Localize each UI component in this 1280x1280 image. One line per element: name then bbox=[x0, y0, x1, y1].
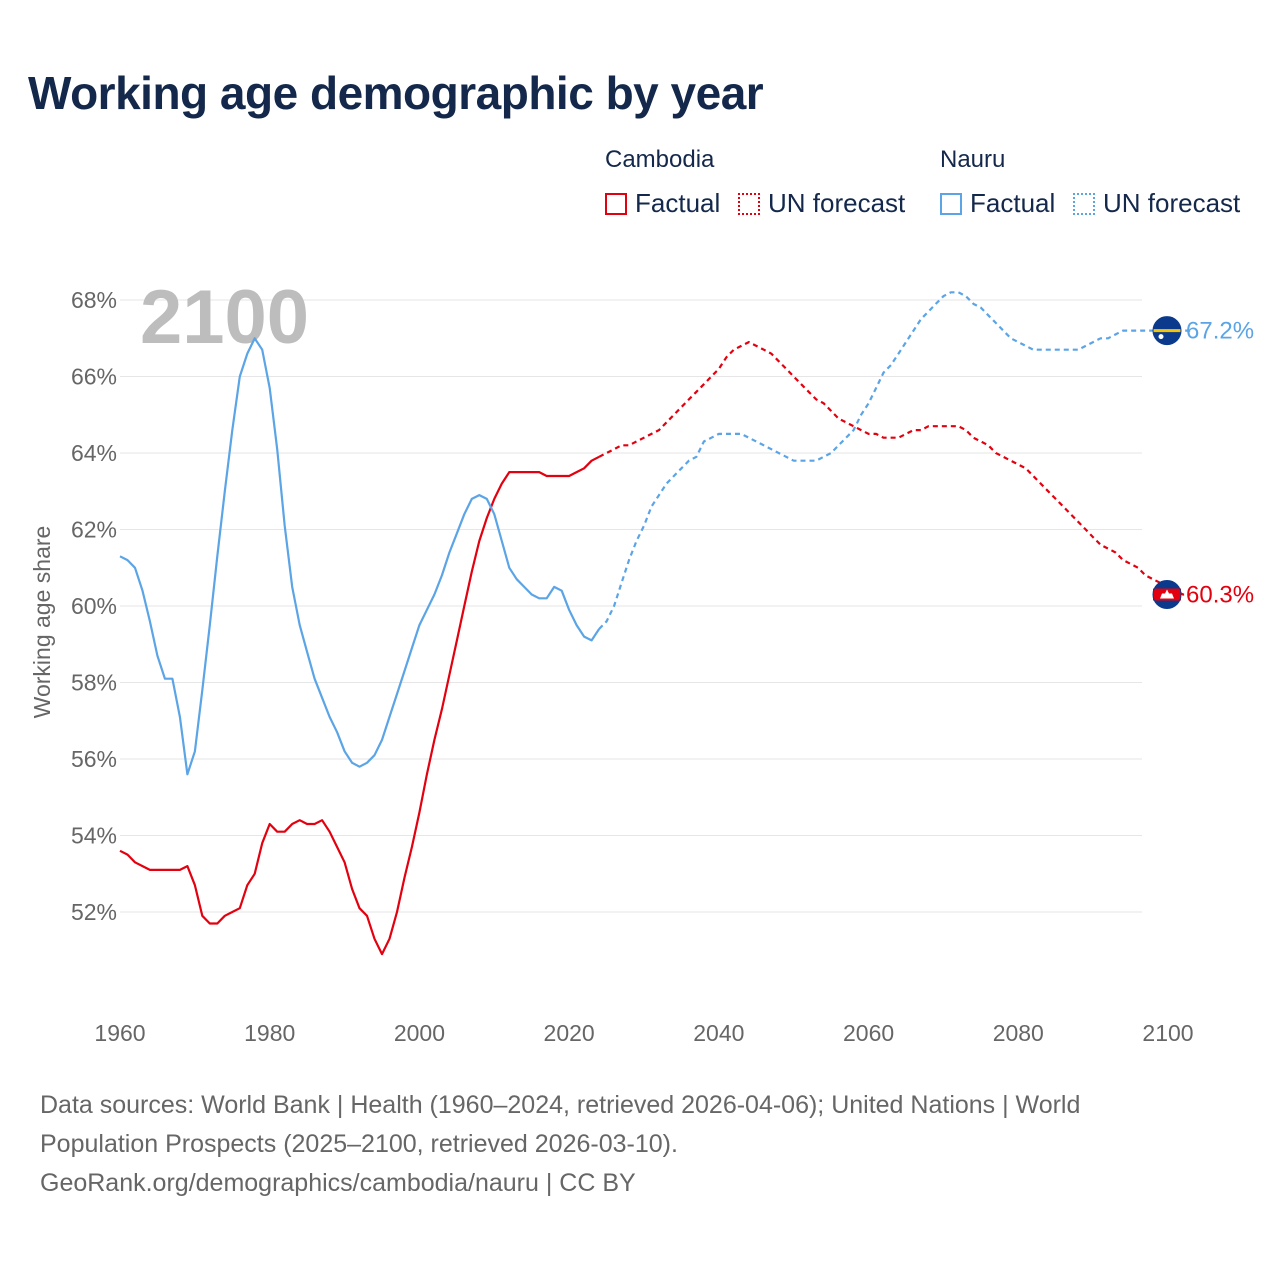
series-line-nauru-forecast[interactable] bbox=[598, 291, 1191, 630]
legend-swatch-dotted bbox=[1073, 192, 1095, 215]
x-tick-label: 1960 bbox=[94, 1020, 145, 1046]
sources-line-1: Data sources: World Bank | Health (1960–… bbox=[40, 1091, 1081, 1119]
series-line-cambodia-factual[interactable] bbox=[119, 455, 600, 956]
flag-star bbox=[1158, 334, 1164, 340]
y-tick-label: 62% bbox=[71, 517, 117, 543]
y-axis-title: Working age share bbox=[29, 526, 55, 719]
legend-item-nauru-forecast[interactable]: UN forecast bbox=[1073, 188, 1240, 219]
legend-label: Factual bbox=[970, 188, 1056, 218]
data-sources: Data sources: World Bank | Health (1960–… bbox=[40, 1086, 1220, 1203]
gridlines bbox=[120, 299, 1142, 913]
x-tick-label: 2060 bbox=[843, 1020, 894, 1046]
y-tick-label: 52% bbox=[71, 899, 117, 925]
legend-swatch-dotted bbox=[738, 192, 760, 215]
flag-border bbox=[1152, 316, 1182, 346]
series-line-nauru-factual[interactable] bbox=[119, 337, 601, 776]
x-tick-label: 2040 bbox=[693, 1020, 744, 1046]
y-tick-label: 66% bbox=[71, 364, 117, 390]
cambodia-flag-icon bbox=[1152, 580, 1182, 610]
y-tick-label: 60% bbox=[71, 593, 117, 619]
legend-label: UN forecast bbox=[768, 188, 906, 218]
y-tick-label: 64% bbox=[71, 440, 117, 466]
y-axis-ticks: 52% 54% 56% 58% 60% 62% 64% 66% 68% bbox=[71, 287, 117, 925]
legend-group-name: Nauru bbox=[940, 146, 1006, 173]
legend-item-cambodia-forecast[interactable]: UN forecast bbox=[738, 188, 905, 219]
x-axis-ticks: 1960 1980 2000 2020 2040 2060 2080 2100 bbox=[94, 1020, 1193, 1046]
x-tick-label: 2020 bbox=[544, 1020, 595, 1046]
x-tick-label: 2100 bbox=[1142, 1020, 1193, 1046]
flag-stripe bbox=[1153, 329, 1181, 333]
y-tick-label: 56% bbox=[71, 746, 117, 772]
y-tick-label: 54% bbox=[71, 823, 117, 849]
legend-swatch-solid bbox=[940, 192, 962, 215]
sources-line-3[interactable]: GeoRank.org/demographics/cambodia/nauru … bbox=[40, 1169, 636, 1197]
x-tick-label: 1980 bbox=[244, 1020, 295, 1046]
x-tick-label: 2000 bbox=[394, 1020, 445, 1046]
y-tick-label: 58% bbox=[71, 670, 117, 696]
end-value-label-nauru: 67.2% bbox=[1186, 318, 1254, 345]
legend-item-nauru-factual[interactable]: Factual bbox=[940, 188, 1055, 219]
nauru-flag-icon bbox=[1152, 316, 1182, 346]
flag-temple bbox=[1160, 589, 1174, 599]
sources-line-2: Population Prospects (2025–2100, retriev… bbox=[40, 1130, 678, 1158]
legend-item-cambodia-factual[interactable]: Factual bbox=[605, 188, 720, 219]
year-watermark: 2100 bbox=[140, 275, 309, 360]
series-lines bbox=[119, 291, 1191, 956]
flag-border bbox=[1152, 580, 1182, 610]
legend-label: Factual bbox=[635, 188, 721, 218]
end-markers: 60.3% 67.2% bbox=[1152, 316, 1254, 610]
legend-group-name: Cambodia bbox=[605, 146, 715, 173]
chart-title: Working age demographic by year bbox=[28, 67, 764, 119]
series-line-cambodia-forecast[interactable] bbox=[598, 340, 1191, 596]
end-value-label-cambodia: 60.3% bbox=[1186, 582, 1254, 609]
x-tick-label: 2080 bbox=[993, 1020, 1044, 1046]
y-tick-label: 68% bbox=[71, 287, 117, 313]
legend-label: UN forecast bbox=[1103, 188, 1241, 218]
legend-swatch-solid bbox=[605, 192, 627, 215]
